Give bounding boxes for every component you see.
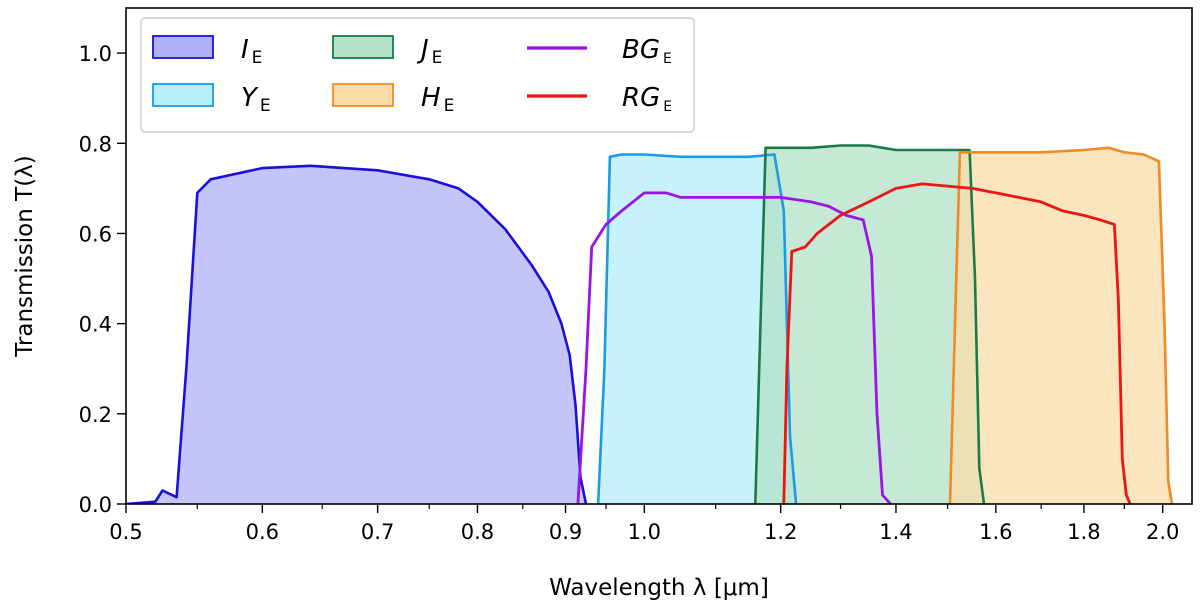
- y-tick-label: 1.0: [79, 42, 112, 66]
- y-tick-label: 0.0: [79, 493, 112, 517]
- legend-box: [140, 17, 695, 133]
- series-line-i-e: [126, 164, 588, 504]
- x-tick-label: 1.6: [979, 520, 1012, 544]
- legend-swatch-y-e: [152, 83, 214, 107]
- series-fill-h-e: [950, 147, 1172, 504]
- x-tick-label: 1.2: [764, 520, 797, 544]
- x-tick-label: 2.0: [1146, 520, 1179, 544]
- legend-swatch-i-e: [152, 35, 214, 59]
- y-tick-label: 0.2: [79, 403, 112, 427]
- legend-label-rg-e: RG E: [622, 83, 672, 115]
- x-tick-label: 0.8: [461, 520, 494, 544]
- y-tick-label: 0.4: [79, 313, 112, 337]
- series-fill-i-e: [126, 165, 586, 504]
- legend-swatch-j-e: [332, 35, 394, 59]
- x-tick-label: 1.0: [628, 520, 661, 544]
- x-tick-label: 1.4: [879, 520, 912, 544]
- legend: I EY EJ EH EBG ERG E: [140, 17, 695, 133]
- x-tick-label: 0.7: [361, 520, 394, 544]
- legend-swatch-h-e: [332, 83, 394, 107]
- x-axis-label: Wavelength λ [μm]: [549, 575, 769, 601]
- x-tick-label: 0.9: [549, 520, 582, 544]
- y-tick-label: 0.8: [79, 132, 112, 156]
- legend-label-bg-e: BG E: [622, 35, 672, 67]
- series-fill-y-e: [598, 154, 797, 504]
- series-line-bg-e: [576, 191, 892, 504]
- series-line-h-e: [948, 146, 1174, 504]
- plot-frame: [125, 7, 1193, 505]
- series-fill-j-e: [755, 145, 984, 504]
- y-axis-label: Transmission T(λ): [12, 155, 38, 358]
- y-tick-label: 0.6: [79, 222, 112, 246]
- x-tick-label: 0.5: [109, 520, 142, 544]
- x-tick-label: 0.6: [246, 520, 279, 544]
- series-line-rg-e: [782, 182, 1132, 504]
- series-line-j-e: [754, 144, 986, 504]
- x-tick-label: 1.8: [1067, 520, 1100, 544]
- series-line-y-e: [596, 153, 798, 504]
